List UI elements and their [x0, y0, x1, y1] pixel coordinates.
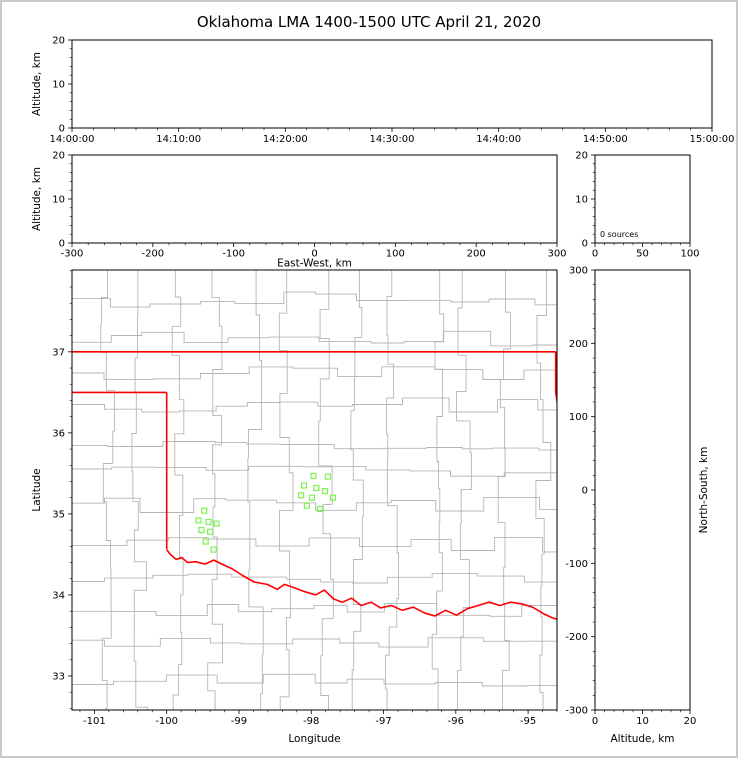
county-boundaries [72, 270, 557, 710]
tick-label: 0 [582, 239, 588, 250]
tick-label: 300 [547, 249, 566, 260]
tick-label: -98 [303, 716, 319, 727]
tick-label: 14:40:00 [476, 134, 521, 145]
lma-stations [195, 472, 336, 553]
tick-label: 14:50:00 [583, 134, 628, 145]
tick-label: -100 [222, 249, 245, 260]
tick-label: 50 [636, 249, 649, 260]
tick-label: -300 [565, 706, 588, 717]
x-axis-label: Longitude [288, 733, 340, 745]
panel-frame [71, 269, 558, 711]
lma-station-marker [298, 492, 305, 499]
state-border-line [554, 351, 557, 407]
y-axis-label: Latitude [31, 468, 43, 511]
lma-station-marker [324, 473, 331, 480]
tick-label: 20 [52, 36, 65, 47]
tick-label: 36 [52, 428, 65, 439]
y-axis: 0 10 20 [52, 36, 72, 135]
tick-label: 10 [52, 80, 65, 91]
lma-station-marker [308, 494, 316, 501]
y-axis-label: Altitude, km [31, 52, 43, 116]
lma-station-marker [195, 517, 202, 524]
tick-label: 14:20:00 [263, 134, 308, 145]
tick-label: -100 [565, 559, 588, 570]
lma-station-marker [201, 507, 208, 514]
tick-label: -95 [520, 716, 536, 727]
tick-label: -100 [155, 716, 178, 727]
lma-station-marker [321, 488, 329, 495]
tick-label: 0 [59, 124, 65, 135]
tick-label: 20 [575, 151, 588, 162]
panel-frame [594, 154, 691, 244]
tick-label: 33 [52, 671, 65, 682]
tick-label: 0 [592, 716, 598, 727]
ns-height-panel: 0 10 20 -300 -200 -100 0 100 200 300 Altitude, km N… [565, 266, 710, 746]
tick-label: -200 [141, 249, 164, 260]
tick-label: 14:00:00 [50, 134, 95, 145]
panel-frame [71, 39, 713, 129]
x-axis-label: Altitude, km [610, 733, 674, 745]
right-axis-label: North-South, km [698, 447, 710, 534]
tick-label: 0 [592, 249, 598, 260]
tick-label: 20 [684, 716, 697, 727]
tick-label: 10 [575, 195, 588, 206]
plot-panels: 14:00:00 14:10:00 14:20:00 14:30:00 14:40:00… [31, 36, 734, 746]
lma-station-marker [207, 528, 214, 535]
lma-station-marker [198, 526, 205, 534]
x-axis-label: East-West, km [277, 258, 352, 270]
lma-station-marker [300, 482, 308, 489]
lma-station-marker [210, 546, 217, 553]
ew-height-panel: -300 -200 -100 0 100 200 300 0 10 20 Altitude, km E… [31, 151, 567, 270]
lma-station-marker [316, 505, 323, 513]
panel-frame [71, 154, 558, 244]
tick-label: 100 [386, 249, 405, 260]
lma-station-marker [329, 494, 336, 501]
tick-label: 34 [52, 590, 65, 601]
tick-label: -96 [448, 716, 464, 727]
tick-label: 14:10:00 [156, 134, 201, 145]
x-axis: -300 -200 -100 0 100 200 300 [61, 243, 567, 260]
y-axis: 33 34 35 36 37 [52, 270, 72, 709]
lma-station-marker [213, 520, 220, 527]
time-height-panel: 14:00:00 14:10:00 14:20:00 14:30:00 14:40:00… [31, 36, 734, 146]
x-axis: -101 -100 -99 -98 -97 -96 -95 [79, 710, 558, 727]
tick-label: -97 [375, 716, 391, 727]
lma-station-marker [303, 502, 310, 509]
map-panel: -101 -100 -99 -98 -97 -96 -95 33 34 35 36 37 Longitu… [31, 269, 558, 745]
tick-label: 15:00:00 [690, 134, 735, 145]
source-count-annotation: 0 sources [600, 230, 638, 239]
tick-label: -300 [61, 249, 84, 260]
y-axis-label: Altitude, km [31, 167, 43, 231]
tick-label: 37 [52, 347, 65, 358]
tick-label: -101 [83, 716, 106, 727]
panel-frame [594, 269, 691, 711]
lma-station-marker [310, 472, 317, 479]
lma-station-marker [313, 484, 320, 492]
alt-histogram-panel: 0 50 100 0 10 20 0 sources [575, 151, 699, 260]
tick-label: 200 [467, 249, 486, 260]
tick-label: 20 [52, 151, 65, 162]
tick-label: 100 [569, 412, 588, 423]
tick-label: 35 [52, 509, 65, 520]
tick-label: -99 [231, 716, 247, 727]
tick-label: -200 [565, 632, 588, 643]
tick-label: 10 [52, 195, 65, 206]
tick-label: 300 [569, 266, 588, 277]
state-border [72, 350, 557, 550]
red-river-line [166, 549, 557, 620]
tick-label: 0 [59, 239, 65, 250]
tick-label: 0 [311, 249, 317, 260]
tick-label: 10 [636, 716, 649, 727]
tick-label: 100 [680, 249, 699, 260]
lma-station-marker [205, 518, 212, 526]
tick-label: 0 [582, 486, 588, 497]
red-river [166, 549, 557, 620]
tick-label: 14:30:00 [370, 134, 415, 145]
chart-title: Oklahoma LMA 1400-1500 UTC April 21, 202… [197, 13, 541, 31]
lma-station-marker [202, 538, 209, 545]
tick-label: 200 [569, 339, 588, 350]
